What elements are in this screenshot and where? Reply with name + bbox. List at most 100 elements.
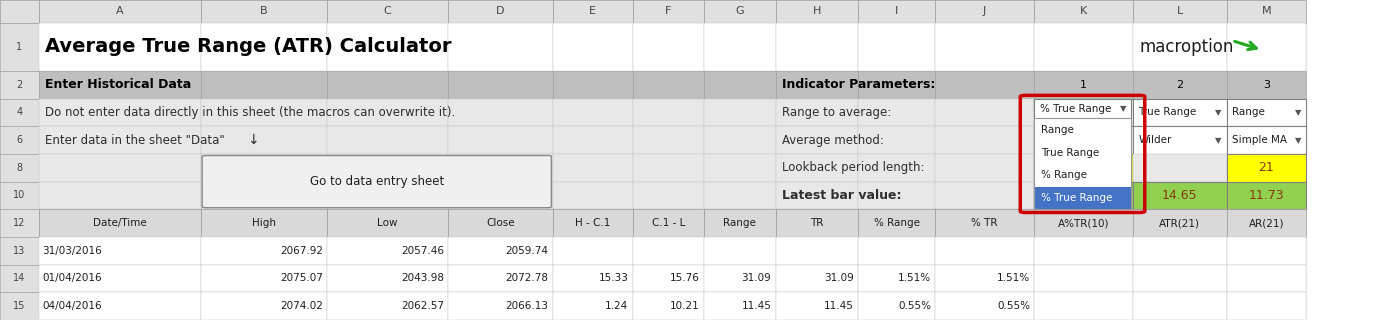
Bar	[1226, 23, 1306, 71]
Text: 0.61%: 0.61%	[1064, 189, 1103, 202]
Text: 2: 2	[16, 80, 22, 90]
Bar	[0, 23, 38, 71]
Text: E: E	[588, 6, 597, 16]
Bar	[1133, 292, 1226, 320]
Bar	[1034, 141, 1132, 164]
Bar	[38, 182, 201, 209]
Bar	[553, 126, 632, 154]
Text: 10.21: 10.21	[670, 301, 700, 311]
Bar	[327, 99, 448, 126]
Bar	[858, 23, 935, 71]
Text: Range: Range	[1232, 108, 1265, 117]
Bar	[935, 292, 1034, 320]
Bar	[632, 209, 704, 237]
Bar	[201, 209, 327, 237]
Bar	[858, 292, 935, 320]
Bar	[201, 237, 327, 265]
Bar	[0, 182, 38, 209]
Text: 10: 10	[14, 190, 25, 200]
Bar	[775, 126, 858, 154]
Bar	[1133, 182, 1226, 209]
Bar	[201, 0, 327, 23]
Bar	[38, 99, 201, 126]
Bar	[632, 71, 704, 99]
Bar	[1226, 99, 1306, 126]
Bar	[632, 292, 704, 320]
Bar	[1226, 265, 1306, 292]
Text: 2057.46: 2057.46	[402, 246, 444, 256]
Bar	[1133, 154, 1226, 182]
Bar	[1034, 99, 1133, 126]
Bar	[858, 126, 935, 154]
Bar	[0, 182, 38, 209]
Bar	[38, 0, 201, 23]
Bar	[448, 265, 553, 292]
Text: 15.76: 15.76	[670, 274, 700, 284]
Bar	[935, 99, 1034, 126]
Bar	[935, 126, 1034, 154]
Bar	[1034, 23, 1133, 71]
Text: 2074.02: 2074.02	[280, 301, 323, 311]
Text: 2075.07: 2075.07	[280, 274, 323, 284]
Bar	[448, 0, 553, 23]
Bar	[775, 0, 858, 23]
Bar	[704, 182, 775, 209]
Bar	[0, 126, 38, 154]
Bar	[632, 99, 704, 126]
Bar	[1034, 209, 1133, 237]
Bar	[632, 154, 704, 182]
Bar	[704, 23, 775, 71]
Text: Indicator Parameters:: Indicator Parameters:	[782, 78, 936, 91]
Bar	[1034, 99, 1132, 118]
Bar	[327, 0, 448, 23]
Bar	[704, 126, 775, 154]
Bar	[201, 154, 327, 182]
Bar	[1226, 71, 1306, 99]
Text: 13: 13	[14, 246, 25, 256]
Bar	[327, 182, 448, 209]
Bar	[201, 23, 327, 71]
Bar	[201, 209, 327, 237]
Bar	[448, 182, 553, 209]
Text: G: G	[736, 6, 744, 16]
Text: AR(21): AR(21)	[1248, 218, 1284, 228]
Text: ▼: ▼	[1119, 104, 1126, 113]
Bar	[38, 292, 201, 320]
Bar	[1226, 23, 1306, 71]
Bar	[448, 209, 553, 237]
Bar	[935, 265, 1034, 292]
Bar	[704, 209, 775, 237]
Bar	[632, 237, 704, 265]
Bar	[632, 0, 704, 23]
Text: % True Range: % True Range	[1040, 104, 1111, 114]
Bar	[632, 23, 704, 71]
Bar	[0, 0, 38, 23]
Bar	[448, 237, 553, 265]
Bar	[704, 154, 775, 182]
Text: % True Range: % True Range	[1041, 193, 1112, 203]
Bar	[858, 126, 935, 154]
Bar	[1226, 71, 1306, 99]
Bar	[858, 209, 935, 237]
Text: Low: Low	[378, 218, 397, 228]
Text: H - C.1: H - C.1	[575, 218, 610, 228]
Text: 31.09: 31.09	[824, 274, 854, 284]
Bar	[1034, 265, 1133, 292]
Bar	[327, 265, 448, 292]
Bar	[1226, 126, 1306, 154]
Bar	[553, 99, 632, 126]
Bar	[1034, 182, 1133, 209]
Text: Average True Range (ATR) Calculator: Average True Range (ATR) Calculator	[45, 37, 452, 56]
Bar	[775, 99, 858, 126]
Bar	[201, 265, 327, 292]
Text: Wilder: Wilder	[1138, 135, 1172, 145]
Bar	[775, 23, 858, 71]
Text: Average method:: Average method:	[782, 133, 884, 147]
Bar	[632, 99, 704, 126]
Text: 21: 21	[1258, 161, 1275, 174]
Text: L: L	[1177, 6, 1182, 16]
Bar	[1226, 0, 1306, 23]
Bar	[327, 154, 448, 182]
Bar	[632, 126, 704, 154]
Bar	[0, 0, 38, 23]
